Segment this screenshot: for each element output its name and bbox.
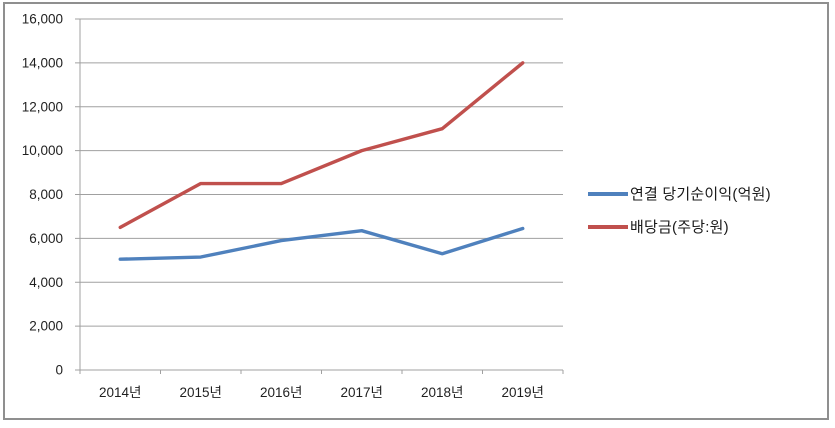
x-tick-label: 2015년 xyxy=(180,385,222,400)
chart-legend: 연결 당기순이익(억원) 배당금(주당:원) xyxy=(588,177,771,243)
x-tick-label: 2017년 xyxy=(341,385,383,400)
y-tick-label: 2,000 xyxy=(29,319,63,334)
x-tick-label: 2019년 xyxy=(502,385,544,400)
y-tick-label: 16,000 xyxy=(22,12,63,27)
legend-label-net-income: 연결 당기순이익(억원) xyxy=(630,186,771,203)
series-line-0 xyxy=(118,226,525,261)
legend-item-net-income: 연결 당기순이익(억원) xyxy=(588,177,771,210)
legend-line-swatch-red-icon xyxy=(588,224,628,229)
y-tick-label: 10,000 xyxy=(22,143,63,158)
x-tick-label: 2014년 xyxy=(99,385,141,400)
y-tick-label: 12,000 xyxy=(22,99,63,114)
y-tick-label: 4,000 xyxy=(29,275,63,290)
y-tick-label: 8,000 xyxy=(29,187,63,202)
legend-item-dividend: 배당금(주당:원) xyxy=(588,210,771,243)
legend-label-dividend: 배당금(주당:원) xyxy=(630,219,729,236)
y-tick-label: 0 xyxy=(55,363,63,378)
y-tick-label: 14,000 xyxy=(22,55,63,70)
x-tick-label: 2018년 xyxy=(421,385,463,400)
chart-border xyxy=(3,2,829,420)
series-line-1 xyxy=(118,61,525,230)
x-tick-label: 2016년 xyxy=(260,385,302,400)
y-tick-label: 6,000 xyxy=(29,231,63,246)
legend-line-swatch-blue-icon xyxy=(588,191,628,196)
